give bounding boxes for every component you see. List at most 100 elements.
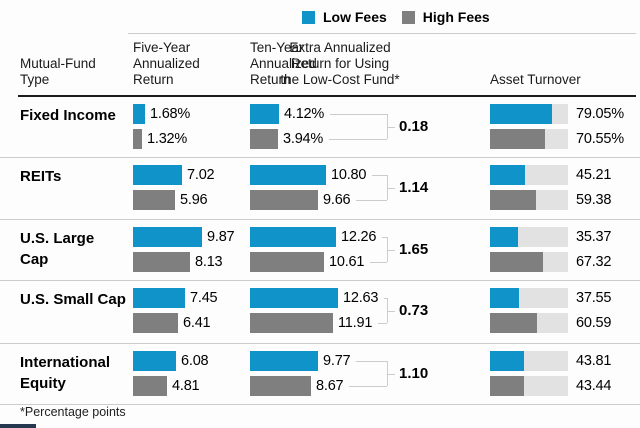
extra-return-value: 1.10	[399, 365, 429, 382]
asset-turnover-fill	[490, 252, 543, 272]
high-fees-swatch-icon	[401, 10, 415, 24]
chart-rows: Fixed Income 1.68% 1.32% 4.12% 3.94% 0.18 79.0…	[0, 97, 640, 405]
low-fees-bar-row: 1.68%	[133, 104, 250, 124]
bracket-leader-line	[372, 174, 387, 176]
bar-value-label: 8.13	[195, 254, 223, 270]
low-fees-bar	[250, 165, 326, 185]
bracket-tick	[388, 250, 395, 251]
table-row: U.S. Small Cap 7.45 6.41 12.63 11.91 0.73 37.5…	[0, 281, 640, 344]
bracket-leader-line	[356, 199, 387, 201]
five-year-bars: 7.02 5.96	[133, 165, 250, 215]
bar-value-label: 59.38	[576, 192, 612, 208]
asset-turnover-track	[490, 227, 568, 247]
bracket-line	[387, 114, 388, 139]
low-fees-turnover-row: 45.21	[490, 165, 636, 185]
high-fees-bar	[250, 313, 333, 333]
bar-value-label: 37.55	[576, 290, 612, 306]
low-fees-turnover-row: 35.37	[490, 227, 636, 247]
low-fees-bar-row: 6.08	[133, 351, 250, 371]
fund-type-label: International Equity	[20, 354, 111, 392]
fund-type-label: Fixed Income	[20, 107, 116, 124]
bracket-tick	[388, 188, 395, 189]
low-fees-bar-row: 7.02	[133, 165, 250, 185]
five-year-bars: 7.45 6.41	[133, 288, 250, 338]
bar-value-label: 6.08	[181, 353, 209, 369]
low-fees-bar	[133, 288, 185, 308]
ten-year-bars: 4.12% 3.94%	[250, 104, 387, 154]
bar-value-label: 67.32	[576, 254, 612, 270]
bar-value-label: 9.77	[323, 353, 351, 369]
low-fees-bar	[250, 351, 318, 371]
bar-value-label: 35.37	[576, 229, 612, 245]
bar-value-label: 4.81	[172, 378, 200, 394]
asset-turnover-bars: 79.05% 70.55%	[490, 104, 636, 154]
low-fees-bar-row: 7.45	[133, 288, 250, 308]
five-year-bars: 1.68% 1.32%	[133, 104, 250, 154]
asset-turnover-fill	[490, 351, 524, 371]
bar-value-label: 7.45	[190, 290, 218, 306]
bracket-leader-line	[349, 385, 387, 387]
column-header-extra-return: Extra Annualized Return for Using the Lo…	[280, 40, 400, 88]
footnote: *Percentage points	[20, 405, 126, 419]
low-fees-bar-row: 12.26	[250, 227, 387, 247]
bar-value-label: 1.32%	[147, 131, 188, 147]
bracket-line	[387, 237, 388, 262]
high-fees-bar-row: 9.66	[250, 190, 387, 210]
low-fees-turnover-row: 37.55	[490, 288, 636, 308]
bracket-tick	[388, 127, 395, 128]
high-fees-bar-row: 3.94%	[250, 129, 387, 149]
extra-return-value: 0.73	[399, 302, 429, 319]
high-fees-bar-row: 1.32%	[133, 129, 250, 149]
asset-turnover-bars: 43.81 43.44	[490, 351, 636, 401]
high-fees-bar	[133, 313, 178, 333]
bar-value-label: 12.26	[341, 229, 377, 245]
bracket-leader-line	[370, 261, 387, 263]
bracket-leader-line	[356, 360, 387, 362]
asset-turnover-track	[490, 313, 568, 333]
five-year-bars: 6.08 4.81	[133, 351, 250, 401]
bar-value-label: 70.55%	[576, 131, 624, 147]
high-fees-bar-row: 11.91	[250, 313, 387, 333]
chart-legend: Low Fees High Fees	[302, 9, 490, 25]
high-fees-bar-row: 8.67	[250, 376, 387, 396]
bracket-tick	[388, 374, 395, 375]
high-fees-bar-row: 4.81	[133, 376, 250, 396]
legend-label: High Fees	[422, 9, 490, 25]
bracket-leader-line	[330, 113, 387, 115]
bracket-line	[387, 298, 388, 323]
bracket-line	[387, 175, 388, 200]
low-fees-turnover-row: 43.81	[490, 351, 636, 371]
bar-value-label: 8.67	[316, 378, 344, 394]
table-row: REITs 7.02 5.96 10.80 9.66 1.14 45.21 59.38	[0, 158, 640, 220]
extra-return-value: 0.18	[399, 118, 429, 135]
high-fees-turnover-row: 70.55%	[490, 129, 636, 149]
asset-turnover-track	[490, 104, 568, 124]
high-fees-bar-row: 6.41	[133, 313, 250, 333]
asset-turnover-track	[490, 288, 568, 308]
ten-year-bars: 12.26 10.61	[250, 227, 387, 277]
asset-turnover-track	[490, 129, 568, 149]
header-bottom-rule	[18, 95, 636, 97]
asset-turnover-track	[490, 252, 568, 272]
bar-value-label: 1.68%	[150, 106, 191, 122]
low-fees-bar	[133, 351, 176, 371]
asset-turnover-bars: 35.37 67.32	[490, 227, 636, 277]
high-fees-turnover-row: 43.44	[490, 376, 636, 396]
fund-type-label: U.S. Small Cap	[20, 291, 126, 308]
low-fees-bar	[250, 288, 338, 308]
bar-value-label: 45.21	[576, 167, 612, 183]
table-row: Fixed Income 1.68% 1.32% 4.12% 3.94% 0.18 79.0…	[0, 97, 640, 158]
high-fees-turnover-row: 67.32	[490, 252, 636, 272]
asset-turnover-bars: 37.55 60.59	[490, 288, 636, 338]
bottom-edge-strip	[0, 424, 36, 428]
bar-value-label: 10.80	[331, 167, 367, 183]
high-fees-bar	[133, 129, 142, 149]
bar-value-label: 9.87	[207, 229, 235, 245]
high-fees-bar-row: 5.96	[133, 190, 250, 210]
asset-turnover-track	[490, 190, 568, 210]
column-header-ten-year: Ten-Year Annualized Return	[250, 40, 317, 88]
table-row: U.S. Large Cap 9.87 8.13 12.26 10.61 1.65 35.3…	[0, 220, 640, 281]
asset-turnover-fill	[490, 129, 545, 149]
bar-value-label: 3.94%	[283, 131, 324, 147]
